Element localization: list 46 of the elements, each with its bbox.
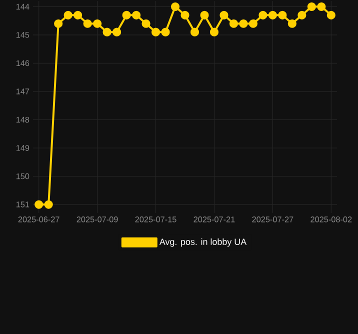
point — [44, 200, 53, 209]
x-tick-label: 2025-07-27 — [252, 216, 294, 222]
point — [326, 10, 336, 20]
point — [220, 10, 228, 20]
x-tick-label: 2025-07-15 — [135, 216, 176, 222]
point — [151, 28, 160, 36]
point — [83, 19, 92, 28]
x-tick-label: 2025-06-27 — [18, 216, 60, 222]
y-tick-label: 149 — [16, 145, 30, 151]
point — [200, 10, 209, 20]
point — [268, 10, 277, 20]
y-tick-label: 151 — [16, 202, 30, 208]
x-tick-label: 2025-07-09 — [76, 216, 118, 222]
y-tick-label: 144 — [16, 4, 30, 10]
x-tick-label: 2025-08-02 — [310, 216, 352, 222]
point — [288, 19, 296, 28]
point — [210, 28, 219, 36]
point — [180, 10, 190, 20]
point — [132, 10, 141, 20]
point — [248, 19, 258, 28]
x-tick-label: 2025-07-21 — [194, 216, 235, 222]
y-tick-label: 145 — [16, 32, 30, 38]
point — [170, 2, 180, 11]
legend-label: Avg. pos. in lobby UA — [159, 238, 247, 247]
point — [64, 10, 72, 20]
point — [258, 10, 268, 20]
point — [54, 19, 63, 28]
point — [229, 19, 238, 28]
y-tick-label: 146 — [16, 60, 30, 66]
point — [190, 28, 200, 36]
point — [307, 2, 316, 11]
point — [122, 10, 131, 20]
point — [74, 10, 82, 20]
point — [34, 200, 44, 209]
y-tick-label: 148 — [16, 116, 30, 123]
point — [278, 10, 287, 20]
point — [112, 28, 122, 36]
point — [161, 28, 170, 36]
point — [239, 19, 248, 28]
point — [298, 10, 306, 20]
point — [317, 2, 326, 11]
point — [142, 19, 150, 28]
point — [93, 19, 102, 28]
y-tick-label: 150 — [16, 173, 30, 180]
point — [102, 28, 112, 36]
y-tick-label: 147 — [16, 88, 30, 94]
